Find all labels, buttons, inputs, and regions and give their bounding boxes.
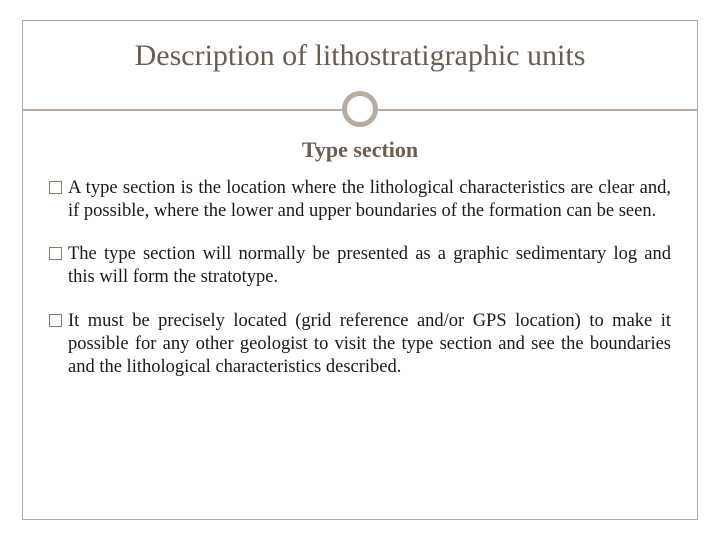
- divider-circle-icon: [342, 91, 378, 127]
- bullet-item: The type section will normally be presen…: [49, 243, 671, 289]
- bullet-item: A type section is the location where the…: [49, 177, 671, 223]
- bullet-text: A type section is the location where the…: [68, 177, 671, 223]
- slide-subtitle: Type section: [23, 137, 697, 163]
- slide-frame: Description of lithostratigraphic units …: [22, 20, 698, 520]
- square-bullet-icon: [49, 247, 62, 260]
- bullet-item: It must be precisely located (grid refer…: [49, 310, 671, 379]
- content-area: A type section is the location where the…: [23, 177, 697, 379]
- divider: [23, 91, 697, 127]
- square-bullet-icon: [49, 181, 62, 194]
- slide: Description of lithostratigraphic units …: [0, 0, 720, 540]
- bullet-text: The type section will normally be presen…: [68, 243, 671, 289]
- bullet-text: It must be precisely located (grid refer…: [68, 310, 671, 379]
- square-bullet-icon: [49, 314, 62, 327]
- slide-title: Description of lithostratigraphic units: [23, 29, 697, 91]
